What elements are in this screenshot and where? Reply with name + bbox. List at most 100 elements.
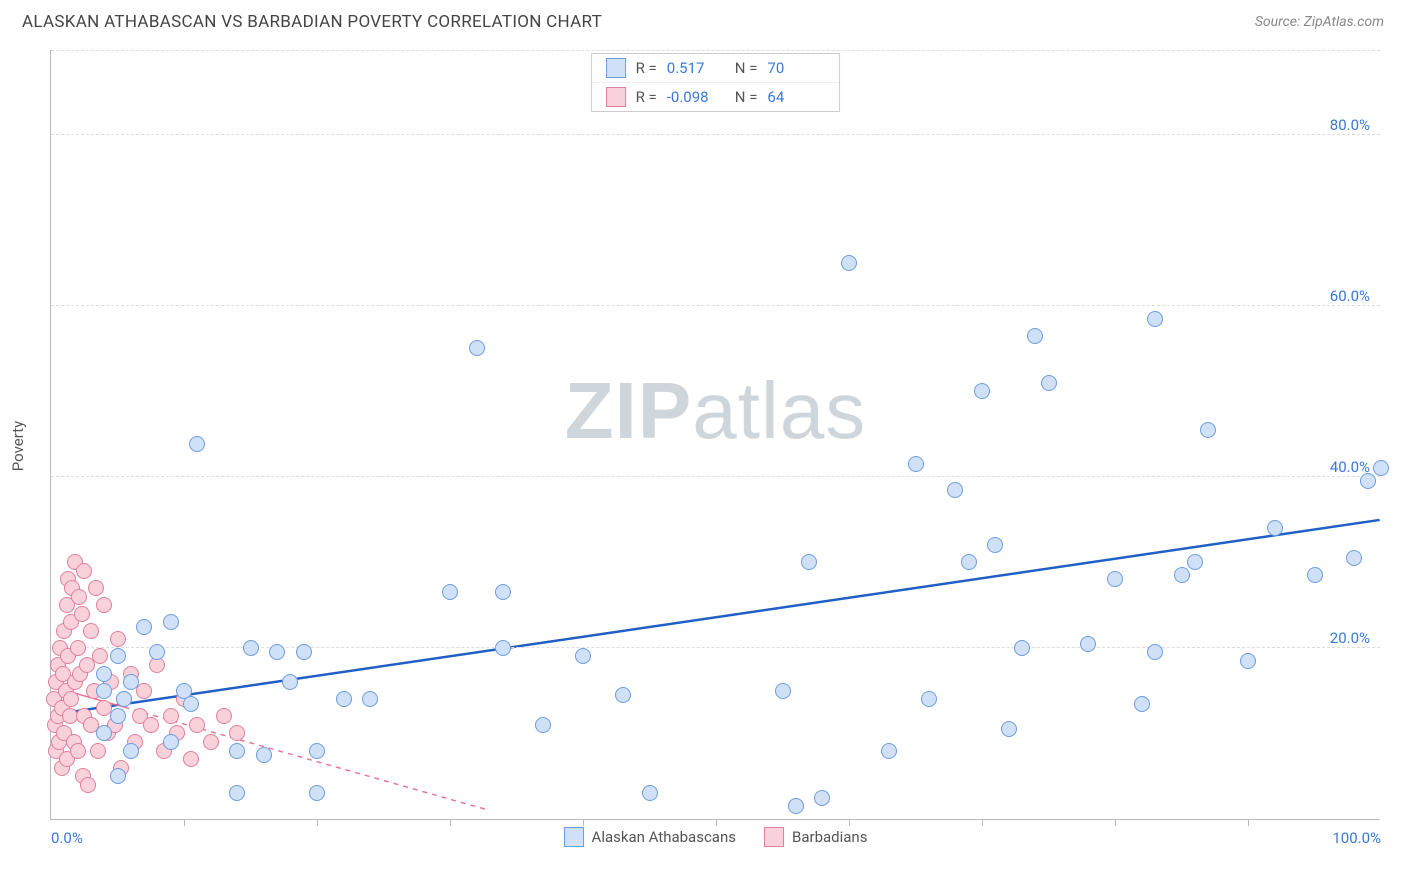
y-tick-label: 20.0% <box>1330 629 1370 647</box>
data-point <box>362 691 378 707</box>
x-tick <box>317 819 318 826</box>
data-point <box>229 743 245 759</box>
r-label: R = <box>636 59 657 77</box>
data-point <box>309 743 325 759</box>
data-point <box>908 456 924 472</box>
data-point <box>243 640 259 656</box>
data-point <box>123 743 139 759</box>
data-point <box>775 683 791 699</box>
data-point <box>788 798 804 814</box>
r-label: R = <box>636 88 657 106</box>
watermark: ZIPatlas <box>565 365 866 457</box>
data-point <box>189 717 205 733</box>
data-point <box>96 666 112 682</box>
series-legend: Alaskan Athabascans Barbadians <box>564 827 868 847</box>
trendlines-layer <box>51 50 1380 819</box>
data-point <box>183 751 199 767</box>
r-value: 0.517 <box>667 59 725 77</box>
data-point <box>947 482 963 498</box>
data-point <box>535 717 551 733</box>
data-point <box>90 743 106 759</box>
data-point <box>642 785 658 801</box>
data-point <box>110 768 126 784</box>
data-point <box>80 777 96 793</box>
data-point <box>62 708 78 724</box>
n-value: 64 <box>767 88 825 106</box>
data-point <box>575 648 591 664</box>
data-point <box>70 640 86 656</box>
x-tick <box>583 819 584 826</box>
data-point <box>110 648 126 664</box>
data-point <box>469 340 485 356</box>
data-point <box>256 747 272 763</box>
n-label: N = <box>735 59 758 77</box>
chart-title: ALASKAN ATHABASCAN VS BARBADIAN POVERTY … <box>22 12 602 32</box>
data-point <box>110 631 126 647</box>
data-point <box>1346 550 1362 566</box>
data-point <box>116 691 132 707</box>
data-point <box>70 743 86 759</box>
data-point <box>110 708 126 724</box>
data-point <box>1200 422 1216 438</box>
data-point <box>229 785 245 801</box>
data-point <box>336 691 352 707</box>
data-point <box>1080 636 1096 652</box>
x-tick <box>849 819 850 826</box>
data-point <box>136 683 152 699</box>
data-point <box>183 696 199 712</box>
data-point <box>143 717 159 733</box>
data-point <box>1373 460 1389 476</box>
data-point <box>961 554 977 570</box>
gridline <box>51 476 1380 477</box>
data-point <box>96 683 112 699</box>
swatch-icon <box>606 58 626 78</box>
source-attribution: Source: ZipAtlas.com <box>1255 14 1384 30</box>
x-tick <box>1115 819 1116 826</box>
y-axis-label: Poverty <box>9 421 27 471</box>
data-point <box>76 563 92 579</box>
gridline <box>51 50 1380 51</box>
data-point <box>269 644 285 660</box>
data-point <box>282 674 298 690</box>
data-point <box>841 255 857 271</box>
y-tick-label: 60.0% <box>1330 287 1370 305</box>
data-point <box>814 790 830 806</box>
data-point <box>71 589 87 605</box>
y-tick-label: 80.0% <box>1330 116 1370 134</box>
data-point <box>1014 640 1030 656</box>
data-point <box>1041 375 1057 391</box>
data-point <box>987 537 1003 553</box>
data-point <box>1267 520 1283 536</box>
data-point <box>1027 328 1043 344</box>
data-point <box>83 623 99 639</box>
data-point <box>921 691 937 707</box>
data-point <box>92 648 108 664</box>
x-tick-label: 0.0% <box>51 829 83 847</box>
data-point <box>296 644 312 660</box>
data-point <box>1147 311 1163 327</box>
data-point <box>163 734 179 750</box>
correlation-legend: R = 0.517 N = 70 R = -0.098 N = 64 <box>591 53 841 112</box>
data-point <box>96 597 112 613</box>
data-point <box>974 383 990 399</box>
data-point <box>163 614 179 630</box>
data-point <box>495 584 511 600</box>
data-point <box>442 584 458 600</box>
data-point <box>74 606 90 622</box>
x-tick <box>450 819 451 826</box>
swatch-icon <box>764 827 784 847</box>
data-point <box>1147 644 1163 660</box>
data-point <box>801 554 817 570</box>
data-point <box>881 743 897 759</box>
data-point <box>1360 473 1376 489</box>
data-point <box>309 785 325 801</box>
data-point <box>495 640 511 656</box>
legend-item: Alaskan Athabascans <box>564 827 736 847</box>
gridline <box>51 134 1380 135</box>
data-point <box>1134 696 1150 712</box>
legend-row: R = -0.098 N = 64 <box>592 82 840 111</box>
x-tick <box>184 819 185 826</box>
data-point <box>163 708 179 724</box>
data-point <box>1187 554 1203 570</box>
gridline <box>51 305 1380 306</box>
